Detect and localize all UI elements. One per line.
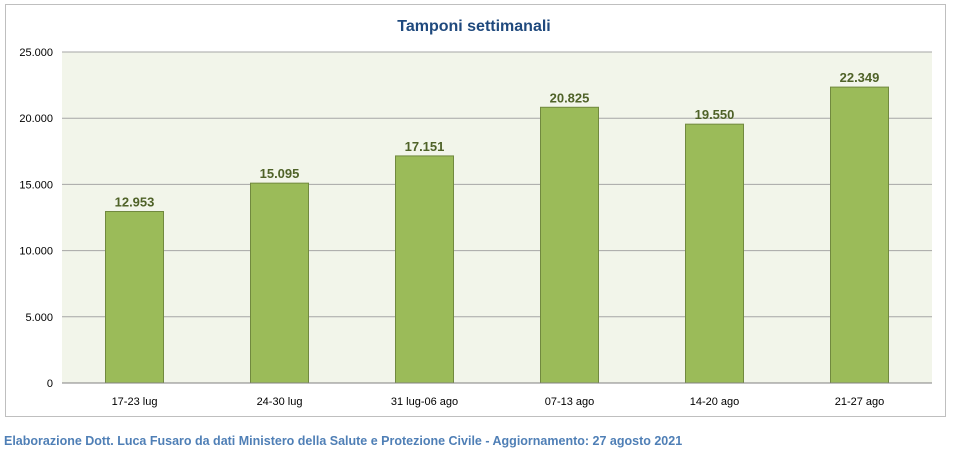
bar: [395, 155, 454, 384]
bar: [540, 106, 599, 384]
data-label: 15.095: [260, 166, 300, 181]
chart-title: Tamponi settimanali: [397, 18, 551, 35]
bar: [685, 123, 744, 384]
y-axis-tick-labels: 0 5.000 10.000 15.000 20.000 25.000: [19, 47, 53, 390]
x-tick-label: 07-13 ago: [545, 396, 595, 408]
x-tick-label: 14-20 ago: [690, 396, 740, 408]
data-label: 17.151: [405, 139, 445, 154]
x-tick-label: 17-23 lug: [112, 396, 158, 408]
x-tick-label: 21-27 ago: [835, 396, 885, 408]
y-tick-label: 5.000: [25, 312, 53, 324]
y-tick-label: 20.000: [19, 113, 53, 125]
x-axis-tick-labels: 17-23 lug 24-30 lug 31 lug-06 ago 07-13 ago…: [112, 396, 885, 408]
y-tick-label: 0: [47, 378, 53, 390]
bar: [105, 211, 164, 384]
x-tick-label: 24-30 lug: [257, 396, 303, 408]
data-label: 22.349: [840, 70, 880, 85]
bars: [105, 86, 889, 384]
bar-chart: Tamponi settimanali 0 5.000 10.000 15.000 20…: [19, 18, 932, 408]
bar: [250, 182, 309, 384]
data-label: 20.825: [550, 90, 590, 105]
y-tick-label: 15.000: [19, 179, 53, 191]
plot-area: [62, 52, 932, 383]
y-tick-label: 25.000: [19, 47, 53, 59]
gridlines: [62, 51, 932, 318]
source-note: Elaborazione Dott. Luca Fusaro da dati M…: [4, 434, 683, 448]
x-tick-label: 31 lug-06 ago: [391, 396, 458, 408]
bar: [830, 86, 889, 384]
data-labels: 12.953 15.095 17.151 20.825 19.550 22.349: [115, 70, 880, 209]
data-label: 12.953: [115, 195, 155, 210]
y-tick-label: 10.000: [19, 246, 53, 258]
data-label: 19.550: [695, 107, 735, 122]
